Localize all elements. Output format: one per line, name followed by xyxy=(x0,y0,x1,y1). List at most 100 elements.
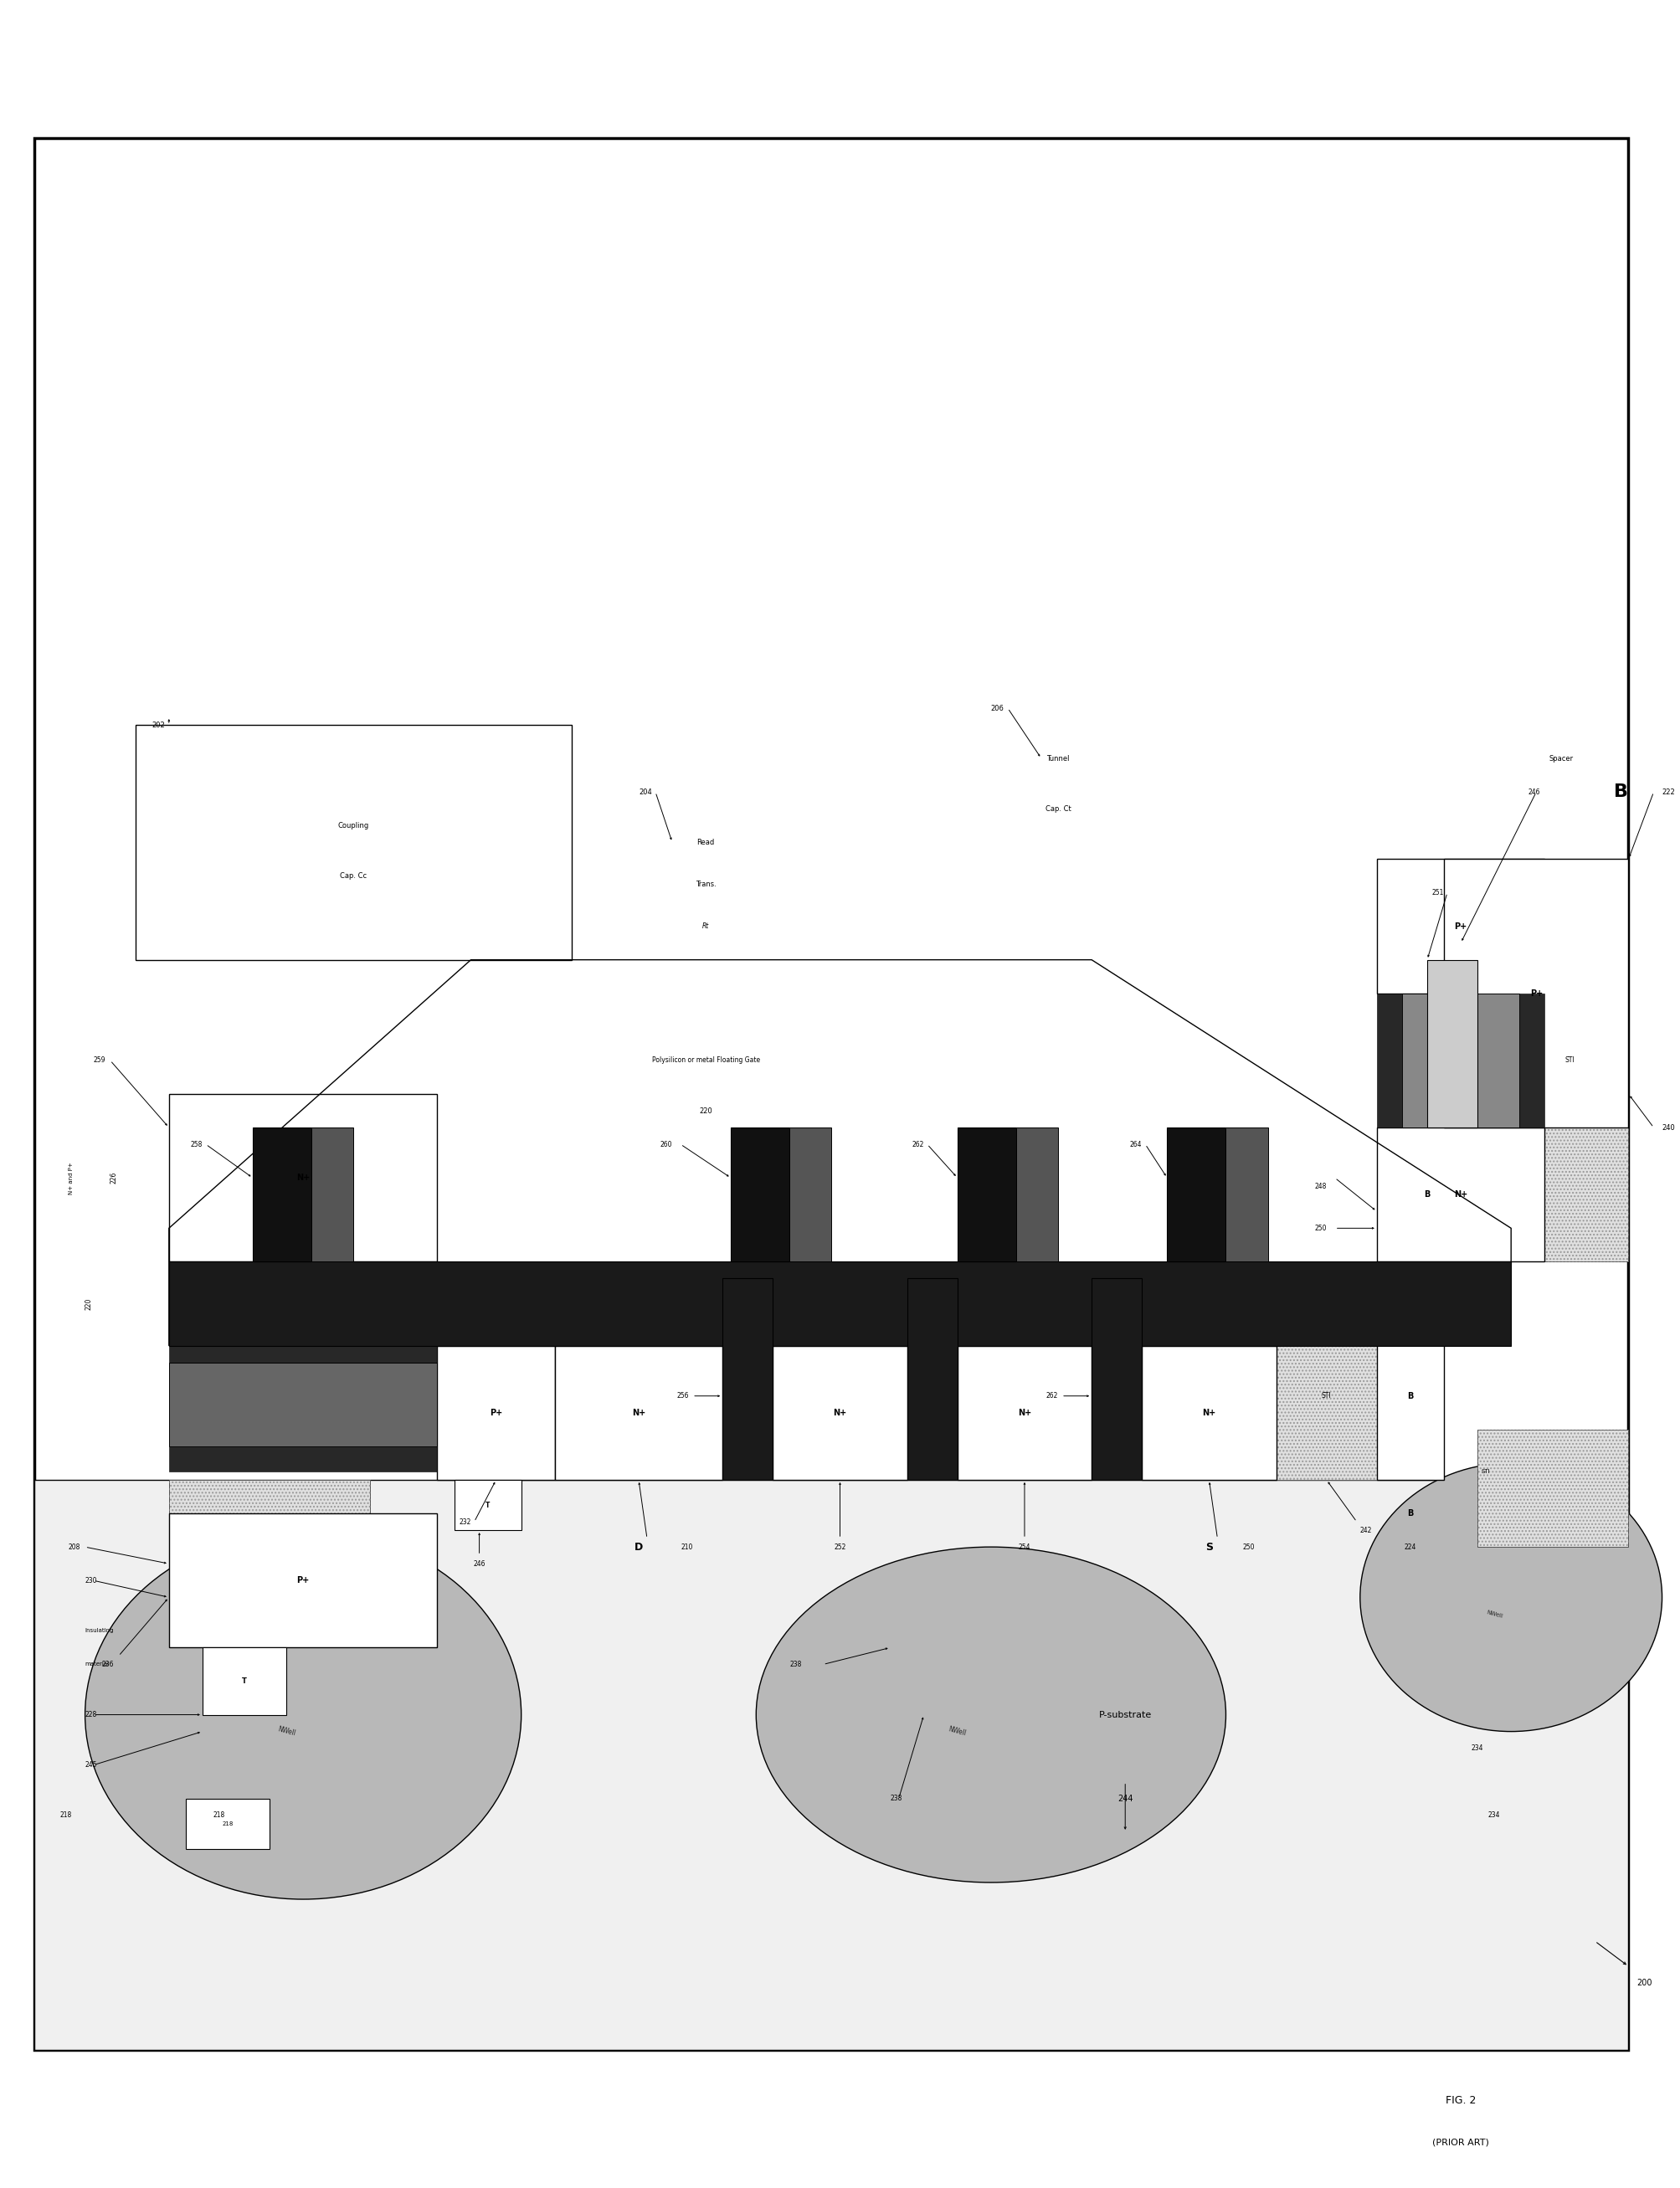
Ellipse shape xyxy=(86,1529,521,1899)
Text: 234: 234 xyxy=(1472,1744,1483,1753)
Text: P+: P+ xyxy=(1455,921,1467,930)
Text: 202: 202 xyxy=(153,722,165,729)
Text: P+: P+ xyxy=(297,1575,309,1584)
Text: D: D xyxy=(635,1543,643,1553)
Text: T: T xyxy=(242,1678,247,1685)
Bar xyxy=(35,138,1628,2050)
Bar xyxy=(203,1648,286,1715)
Text: NWell: NWell xyxy=(1485,1610,1504,1619)
Bar xyxy=(790,1127,832,1262)
Text: 258: 258 xyxy=(190,1140,203,1149)
Text: 262: 262 xyxy=(1047,1392,1058,1400)
Bar xyxy=(1445,860,1628,1127)
Ellipse shape xyxy=(1361,1464,1662,1731)
Text: 218: 218 xyxy=(60,1812,72,1818)
Bar xyxy=(1092,1278,1142,1479)
Bar xyxy=(136,724,571,961)
Text: 259: 259 xyxy=(94,1057,106,1063)
Text: 238: 238 xyxy=(790,1661,801,1667)
Text: 246: 246 xyxy=(474,1560,486,1567)
Text: 244: 244 xyxy=(1117,1794,1132,1803)
Bar xyxy=(907,1278,958,1479)
Text: 208: 208 xyxy=(69,1543,81,1551)
Bar xyxy=(1168,1127,1226,1262)
Text: 206: 206 xyxy=(991,705,1005,711)
Text: 200: 200 xyxy=(1636,1978,1653,1987)
Text: Cap. Ct: Cap. Ct xyxy=(1045,805,1070,812)
Text: 234: 234 xyxy=(1488,1812,1500,1818)
Text: N+: N+ xyxy=(1018,1409,1032,1418)
Text: P-substrate: P-substrate xyxy=(1099,1711,1152,1720)
Text: 242: 242 xyxy=(1361,1527,1373,1534)
Text: 218: 218 xyxy=(222,1820,234,1827)
Bar xyxy=(252,1127,311,1262)
Text: FIG. 2: FIG. 2 xyxy=(1445,2096,1477,2107)
Text: (PRIOR ART): (PRIOR ART) xyxy=(1433,2138,1488,2146)
Bar xyxy=(1477,1429,1628,1547)
Text: Read: Read xyxy=(697,838,714,847)
Text: NWell: NWell xyxy=(948,1726,968,1737)
Text: Coupling: Coupling xyxy=(338,823,370,829)
Text: 246: 246 xyxy=(1527,788,1541,796)
Text: STI: STI xyxy=(1566,1057,1574,1063)
Text: 232: 232 xyxy=(459,1518,470,1525)
Bar xyxy=(1378,860,1544,993)
Bar xyxy=(1403,993,1519,1127)
Text: Insulating: Insulating xyxy=(86,1628,114,1634)
Bar xyxy=(554,1346,722,1479)
Text: 248: 248 xyxy=(1314,1182,1327,1190)
Bar xyxy=(1510,860,1628,1262)
Text: 256: 256 xyxy=(677,1392,689,1400)
Text: 204: 204 xyxy=(638,788,652,796)
Text: Spacer: Spacer xyxy=(1549,755,1574,761)
Bar xyxy=(170,1479,370,1630)
Bar xyxy=(1016,1127,1058,1262)
Bar xyxy=(35,1479,1628,2050)
Text: N+: N+ xyxy=(296,1173,309,1182)
Text: N+: N+ xyxy=(632,1409,645,1418)
Bar xyxy=(1277,1313,1378,1479)
Bar xyxy=(170,1363,437,1446)
Bar xyxy=(958,1127,1016,1262)
Bar xyxy=(1477,1429,1628,1547)
Text: S: S xyxy=(1205,1543,1213,1553)
Bar xyxy=(1378,1313,1445,1479)
Text: B: B xyxy=(1425,1190,1430,1199)
Text: 245: 245 xyxy=(86,1761,97,1768)
Text: 226: 226 xyxy=(111,1173,118,1184)
Text: Tunnel: Tunnel xyxy=(1047,755,1070,761)
Text: 254: 254 xyxy=(1018,1543,1030,1551)
Text: T: T xyxy=(486,1501,491,1510)
Text: 240: 240 xyxy=(1662,1125,1675,1131)
Bar xyxy=(170,1479,370,1630)
Text: B: B xyxy=(1614,783,1628,801)
Bar xyxy=(170,1337,437,1363)
Bar xyxy=(1277,1313,1378,1479)
Bar xyxy=(170,1514,437,1648)
Ellipse shape xyxy=(756,1547,1226,1882)
Bar xyxy=(1510,860,1628,1262)
Text: B: B xyxy=(1408,1510,1413,1518)
Text: NWell: NWell xyxy=(277,1726,296,1737)
Bar xyxy=(958,1346,1092,1479)
Text: B: B xyxy=(1408,1392,1413,1400)
Text: 251: 251 xyxy=(1431,888,1445,897)
Text: N+ and P+: N+ and P+ xyxy=(69,1162,74,1195)
Text: 236: 236 xyxy=(102,1661,114,1667)
Bar xyxy=(1226,1127,1268,1262)
Text: 224: 224 xyxy=(1404,1543,1416,1551)
Bar xyxy=(170,1094,437,1262)
Bar xyxy=(1378,1127,1544,1262)
Text: 238: 238 xyxy=(890,1794,902,1803)
Text: Polysilicon or metal Floating Gate: Polysilicon or metal Floating Gate xyxy=(652,1057,759,1063)
Bar xyxy=(170,1446,437,1473)
Bar xyxy=(437,1346,554,1479)
Text: Rt: Rt xyxy=(702,923,709,930)
Text: 220: 220 xyxy=(86,1297,92,1311)
Text: 210: 210 xyxy=(680,1543,692,1551)
Bar xyxy=(170,1262,1510,1346)
Bar xyxy=(186,1799,269,1849)
Bar xyxy=(773,1346,907,1479)
Bar xyxy=(454,1479,521,1529)
Text: STI: STI xyxy=(1482,1468,1490,1475)
